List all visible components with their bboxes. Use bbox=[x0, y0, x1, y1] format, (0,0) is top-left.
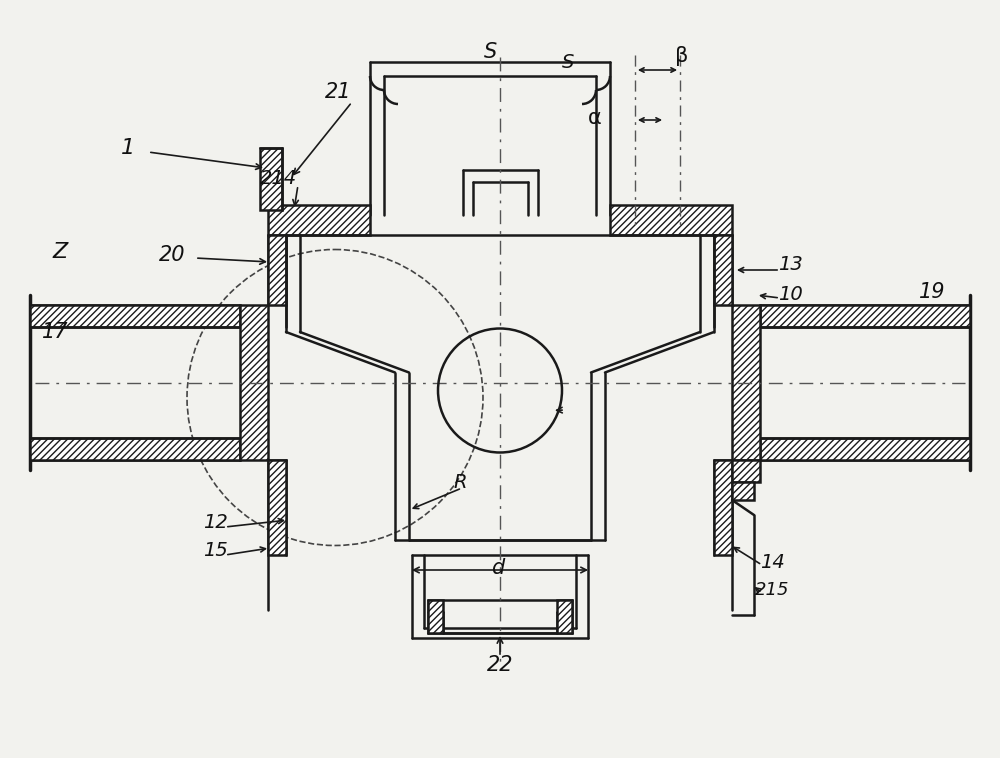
Bar bbox=[268, 205, 370, 235]
Bar bbox=[760, 438, 970, 460]
Bar bbox=[268, 235, 286, 305]
Text: 20: 20 bbox=[159, 245, 185, 265]
Text: S: S bbox=[562, 52, 574, 71]
Bar bbox=[240, 305, 268, 460]
Text: 10: 10 bbox=[778, 286, 802, 305]
Text: 13: 13 bbox=[778, 255, 802, 274]
Text: β: β bbox=[675, 46, 689, 66]
Text: R: R bbox=[453, 472, 467, 491]
Text: d: d bbox=[491, 558, 505, 578]
Bar bbox=[714, 460, 732, 555]
Text: 12: 12 bbox=[203, 512, 227, 531]
Text: 17: 17 bbox=[42, 322, 68, 342]
Text: 21: 21 bbox=[325, 82, 351, 102]
Bar bbox=[557, 600, 572, 633]
Bar bbox=[260, 148, 282, 210]
Text: 22: 22 bbox=[487, 655, 513, 675]
Bar bbox=[30, 438, 240, 460]
Text: 214: 214 bbox=[259, 168, 297, 187]
Text: 1: 1 bbox=[121, 138, 135, 158]
Bar bbox=[428, 600, 443, 633]
Text: α: α bbox=[588, 108, 602, 128]
Text: 215: 215 bbox=[755, 581, 789, 599]
Bar bbox=[732, 482, 754, 500]
Bar bbox=[732, 305, 760, 460]
Bar bbox=[610, 205, 732, 235]
Text: 19: 19 bbox=[919, 282, 945, 302]
Bar bbox=[760, 305, 970, 327]
Text: S: S bbox=[483, 42, 497, 62]
Bar bbox=[30, 305, 240, 327]
Text: 14: 14 bbox=[760, 553, 784, 572]
Text: Z: Z bbox=[52, 242, 68, 262]
Text: 15: 15 bbox=[203, 540, 227, 559]
Bar bbox=[268, 460, 286, 555]
Bar bbox=[732, 460, 760, 482]
Bar bbox=[714, 235, 732, 305]
